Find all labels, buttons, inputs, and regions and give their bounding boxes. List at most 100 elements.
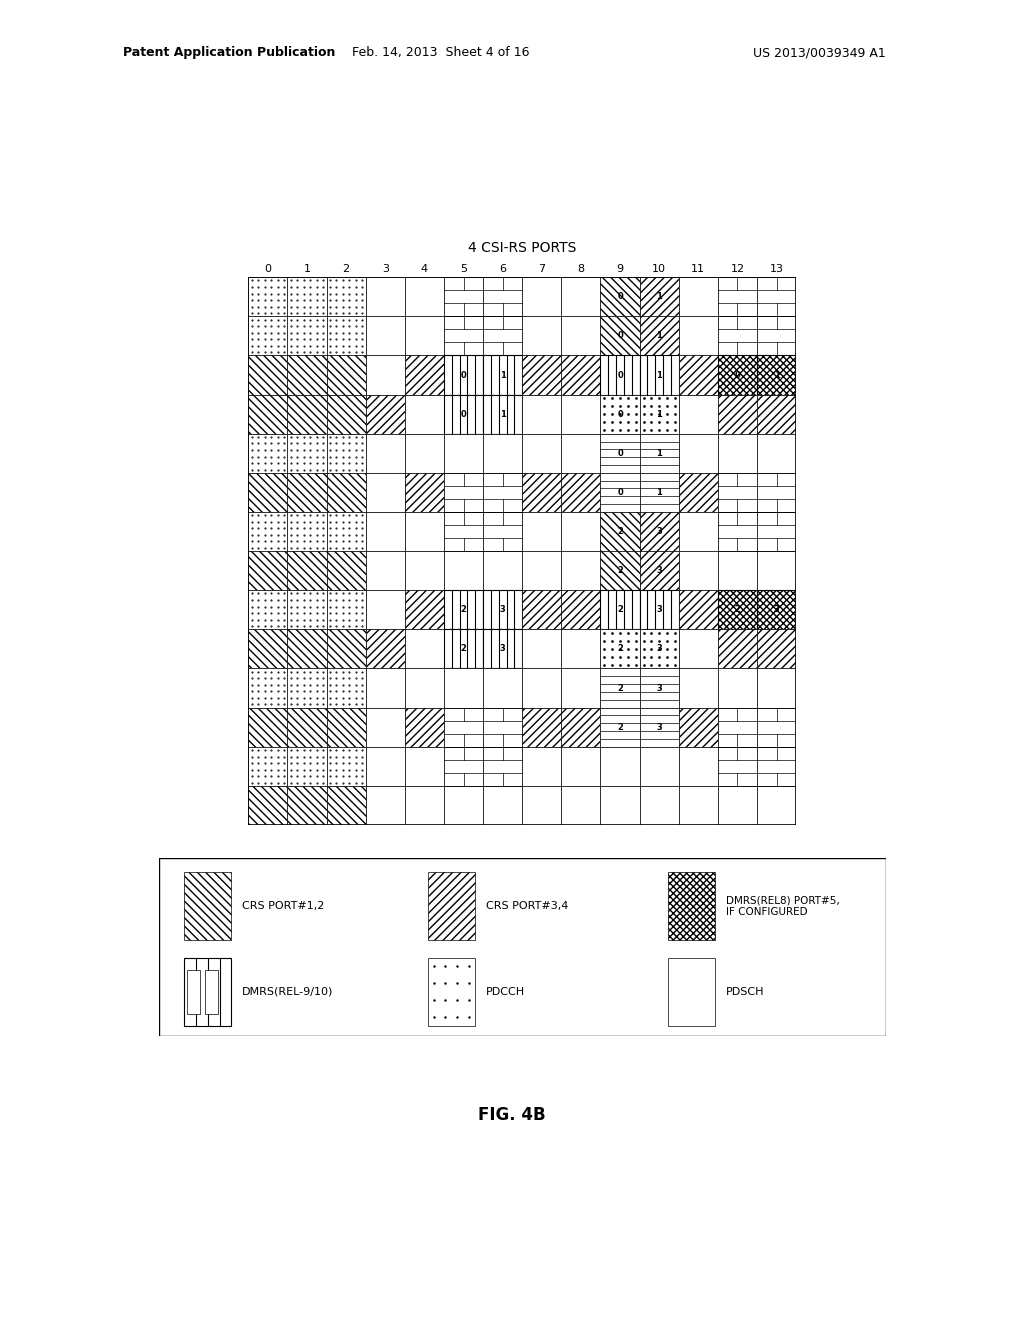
- Bar: [249, 708, 288, 747]
- Bar: [600, 473, 640, 512]
- Text: 0: 0: [461, 409, 466, 418]
- Bar: [327, 355, 366, 395]
- Bar: [288, 317, 327, 355]
- Text: 2: 2: [617, 566, 623, 576]
- Bar: [249, 277, 288, 317]
- Bar: [600, 590, 640, 630]
- Bar: [366, 590, 404, 630]
- Bar: [327, 747, 366, 785]
- Bar: [718, 317, 757, 355]
- Bar: [483, 785, 522, 825]
- Text: 1: 1: [656, 331, 663, 341]
- Bar: [600, 434, 640, 473]
- Bar: [249, 473, 288, 512]
- Bar: [679, 434, 718, 473]
- Bar: [522, 708, 561, 747]
- Bar: [757, 552, 796, 590]
- Bar: [561, 277, 600, 317]
- Bar: [718, 747, 757, 785]
- Bar: [483, 630, 522, 668]
- Bar: [404, 708, 444, 747]
- Bar: [757, 395, 796, 434]
- Bar: [404, 747, 444, 785]
- Bar: [600, 395, 640, 434]
- Bar: [561, 630, 600, 668]
- Bar: [600, 317, 640, 355]
- Bar: [288, 785, 327, 825]
- Bar: [679, 355, 718, 395]
- Bar: [600, 785, 640, 825]
- Bar: [718, 395, 757, 434]
- Bar: [327, 630, 366, 668]
- Bar: [404, 355, 444, 395]
- Bar: [444, 395, 483, 434]
- Bar: [483, 708, 522, 747]
- Bar: [600, 512, 640, 552]
- Bar: [600, 277, 640, 317]
- Bar: [640, 434, 679, 473]
- Text: 1: 1: [656, 371, 663, 380]
- Bar: [561, 708, 600, 747]
- Text: FIG. 4B: FIG. 4B: [478, 1106, 546, 1125]
- Bar: [600, 552, 640, 590]
- Bar: [366, 668, 404, 708]
- Bar: [249, 747, 288, 785]
- Bar: [288, 708, 327, 747]
- Bar: [288, 552, 327, 590]
- Text: 2: 2: [617, 722, 623, 731]
- Bar: [249, 355, 288, 395]
- Text: 3: 3: [656, 566, 663, 576]
- Bar: [718, 590, 757, 630]
- Bar: [757, 434, 796, 473]
- Text: 1: 1: [656, 409, 663, 418]
- Text: 3: 3: [500, 606, 506, 614]
- Bar: [561, 512, 600, 552]
- Bar: [679, 473, 718, 512]
- Text: 2: 2: [617, 606, 623, 614]
- Bar: [205, 970, 218, 1014]
- Bar: [404, 630, 444, 668]
- Bar: [483, 590, 522, 630]
- Bar: [718, 668, 757, 708]
- Bar: [184, 958, 231, 1026]
- Bar: [327, 590, 366, 630]
- Bar: [288, 747, 327, 785]
- Bar: [483, 277, 522, 317]
- Bar: [249, 590, 288, 630]
- Bar: [186, 970, 200, 1014]
- Bar: [522, 395, 561, 434]
- Bar: [718, 355, 757, 395]
- Bar: [366, 747, 404, 785]
- Bar: [444, 277, 483, 317]
- Text: 0: 0: [617, 449, 623, 458]
- Bar: [366, 434, 404, 473]
- Bar: [522, 434, 561, 473]
- Bar: [640, 395, 679, 434]
- Bar: [404, 473, 444, 512]
- Bar: [288, 473, 327, 512]
- Bar: [366, 785, 404, 825]
- Bar: [718, 708, 757, 747]
- Bar: [483, 552, 522, 590]
- Bar: [444, 317, 483, 355]
- Bar: [561, 473, 600, 512]
- Bar: [718, 473, 757, 512]
- Bar: [288, 590, 327, 630]
- Bar: [444, 473, 483, 512]
- Text: 0: 0: [617, 292, 623, 301]
- Text: Feb. 14, 2013  Sheet 4 of 16: Feb. 14, 2013 Sheet 4 of 16: [351, 46, 529, 59]
- Bar: [483, 668, 522, 708]
- Bar: [600, 630, 640, 668]
- Bar: [249, 785, 288, 825]
- Text: 1: 1: [774, 371, 779, 380]
- Text: 3: 3: [656, 644, 663, 653]
- Bar: [288, 434, 327, 473]
- Bar: [757, 512, 796, 552]
- Bar: [483, 512, 522, 552]
- Text: 2: 2: [617, 527, 623, 536]
- Text: 3: 3: [656, 527, 663, 536]
- Bar: [288, 355, 327, 395]
- Bar: [428, 958, 475, 1026]
- Text: 1: 1: [500, 371, 506, 380]
- Bar: [444, 355, 483, 395]
